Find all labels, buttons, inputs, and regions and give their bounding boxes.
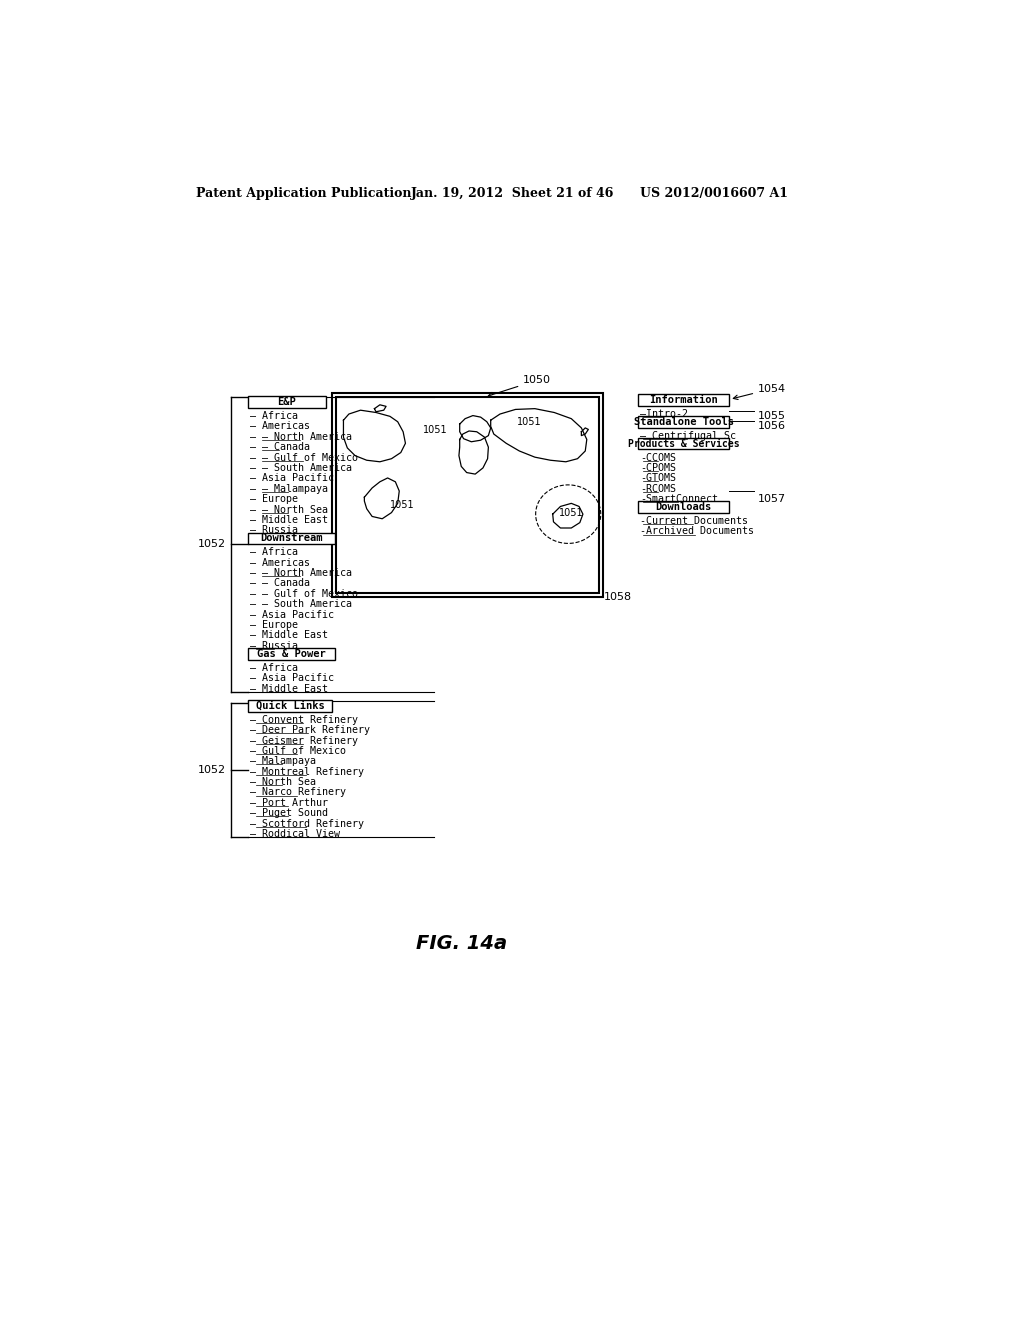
Text: 1051: 1051 bbox=[517, 417, 542, 426]
Bar bbox=[248, 700, 332, 711]
Text: – Americas: – Americas bbox=[251, 421, 310, 432]
Bar bbox=[638, 502, 729, 513]
Text: -GTOMS: -GTOMS bbox=[640, 474, 676, 483]
Text: 1058: 1058 bbox=[604, 591, 632, 602]
Text: Downstream: Downstream bbox=[260, 533, 323, 544]
Text: – Asia Pacific: – Asia Pacific bbox=[251, 610, 335, 619]
Text: Gas & Power: Gas & Power bbox=[257, 649, 326, 659]
Text: Patent Application Publication: Patent Application Publication bbox=[197, 187, 412, 199]
Text: – Puget Sound: – Puget Sound bbox=[251, 808, 329, 818]
Text: – Gulf of Mexico: – Gulf of Mexico bbox=[251, 746, 346, 756]
Text: – – Malampaya: – – Malampaya bbox=[251, 483, 329, 494]
Text: – Africa: – Africa bbox=[251, 548, 298, 557]
Text: – Scotford Refinery: – Scotford Refinery bbox=[251, 818, 365, 829]
Text: -Current Documents: -Current Documents bbox=[640, 516, 749, 527]
Text: – Asia Pacific: – Asia Pacific bbox=[251, 673, 335, 684]
Text: – Africa: – Africa bbox=[251, 663, 298, 673]
Text: – – North Sea: – – North Sea bbox=[251, 504, 329, 515]
Text: -CPOMS: -CPOMS bbox=[640, 463, 676, 473]
Bar bbox=[248, 648, 335, 660]
Text: Quick Links: Quick Links bbox=[256, 701, 325, 711]
Text: – Middle East: – Middle East bbox=[251, 631, 329, 640]
Text: – Port Arthur: – Port Arthur bbox=[251, 797, 329, 808]
Text: Jan. 19, 2012  Sheet 21 of 46: Jan. 19, 2012 Sheet 21 of 46 bbox=[411, 187, 614, 199]
Bar bbox=[638, 416, 729, 428]
Text: – Narco Refinery: – Narco Refinery bbox=[251, 788, 346, 797]
Bar bbox=[336, 397, 599, 594]
Text: – – Gulf of Mexico: – – Gulf of Mexico bbox=[251, 589, 358, 599]
Text: – – South America: – – South America bbox=[251, 463, 352, 473]
Text: – Geismer Refinery: – Geismer Refinery bbox=[251, 735, 358, 746]
Text: FIG. 14a: FIG. 14a bbox=[416, 935, 507, 953]
Text: – – South America: – – South America bbox=[251, 599, 352, 610]
Text: – Middle East: – Middle East bbox=[251, 684, 329, 693]
Bar bbox=[248, 533, 335, 544]
Text: – Centrifugal Sc: – Centrifugal Sc bbox=[640, 430, 736, 441]
Text: – Roddical View: – Roddical View bbox=[251, 829, 340, 840]
Text: Downloads: Downloads bbox=[655, 502, 712, 512]
Text: 1052: 1052 bbox=[199, 766, 226, 775]
Text: – Montreal Refinery: – Montreal Refinery bbox=[251, 767, 365, 776]
Text: -CCOMS: -CCOMS bbox=[640, 453, 676, 462]
Text: 1051: 1051 bbox=[559, 508, 584, 517]
Text: -RCOMS: -RCOMS bbox=[640, 483, 676, 494]
Text: – Asia Pacific: – Asia Pacific bbox=[251, 474, 335, 483]
Text: – Europe: – Europe bbox=[251, 620, 298, 630]
Text: -SmartConnect: -SmartConnect bbox=[640, 494, 718, 504]
Text: – North Sea: – North Sea bbox=[251, 777, 316, 787]
Text: – – Canada: – – Canada bbox=[251, 442, 310, 453]
Text: – Africa: – Africa bbox=[251, 411, 298, 421]
Text: – Middle East: – Middle East bbox=[251, 515, 329, 525]
Text: 1051: 1051 bbox=[423, 425, 447, 436]
Text: 1050: 1050 bbox=[488, 375, 551, 396]
Text: – Russia: – Russia bbox=[251, 640, 298, 651]
Text: 1054: 1054 bbox=[733, 384, 786, 400]
Bar bbox=[332, 393, 603, 598]
Text: – – Gulf of Mexico: – – Gulf of Mexico bbox=[251, 453, 358, 462]
Text: – Americas: – Americas bbox=[251, 557, 310, 568]
Text: 1055: 1055 bbox=[758, 411, 786, 421]
Text: 1051: 1051 bbox=[390, 500, 415, 510]
Text: – Malampaya: – Malampaya bbox=[251, 756, 316, 767]
Bar bbox=[638, 395, 729, 405]
Text: – Europe: – Europe bbox=[251, 494, 298, 504]
Bar bbox=[638, 438, 729, 449]
Text: Standalone Tools: Standalone Tools bbox=[634, 417, 733, 426]
Text: – Deer Park Refinery: – Deer Park Refinery bbox=[251, 725, 371, 735]
Bar bbox=[248, 396, 326, 408]
Text: – Russia: – Russia bbox=[251, 525, 298, 536]
Text: – Convent Refinery: – Convent Refinery bbox=[251, 714, 358, 725]
Text: – – North America: – – North America bbox=[251, 568, 352, 578]
Text: E&P: E&P bbox=[278, 397, 296, 407]
Text: 1057: 1057 bbox=[758, 494, 786, 504]
Text: – – Canada: – – Canada bbox=[251, 578, 310, 589]
Text: – – North America: – – North America bbox=[251, 432, 352, 442]
Text: Products & Services: Products & Services bbox=[628, 438, 739, 449]
Text: –Intro-2: –Intro-2 bbox=[640, 409, 688, 418]
Text: Information: Information bbox=[649, 395, 718, 405]
Text: US 2012/0016607 A1: US 2012/0016607 A1 bbox=[640, 187, 787, 199]
Text: 1056: 1056 bbox=[758, 421, 786, 432]
Text: -Archived Documents: -Archived Documents bbox=[640, 527, 755, 536]
Text: 1052: 1052 bbox=[199, 540, 226, 549]
